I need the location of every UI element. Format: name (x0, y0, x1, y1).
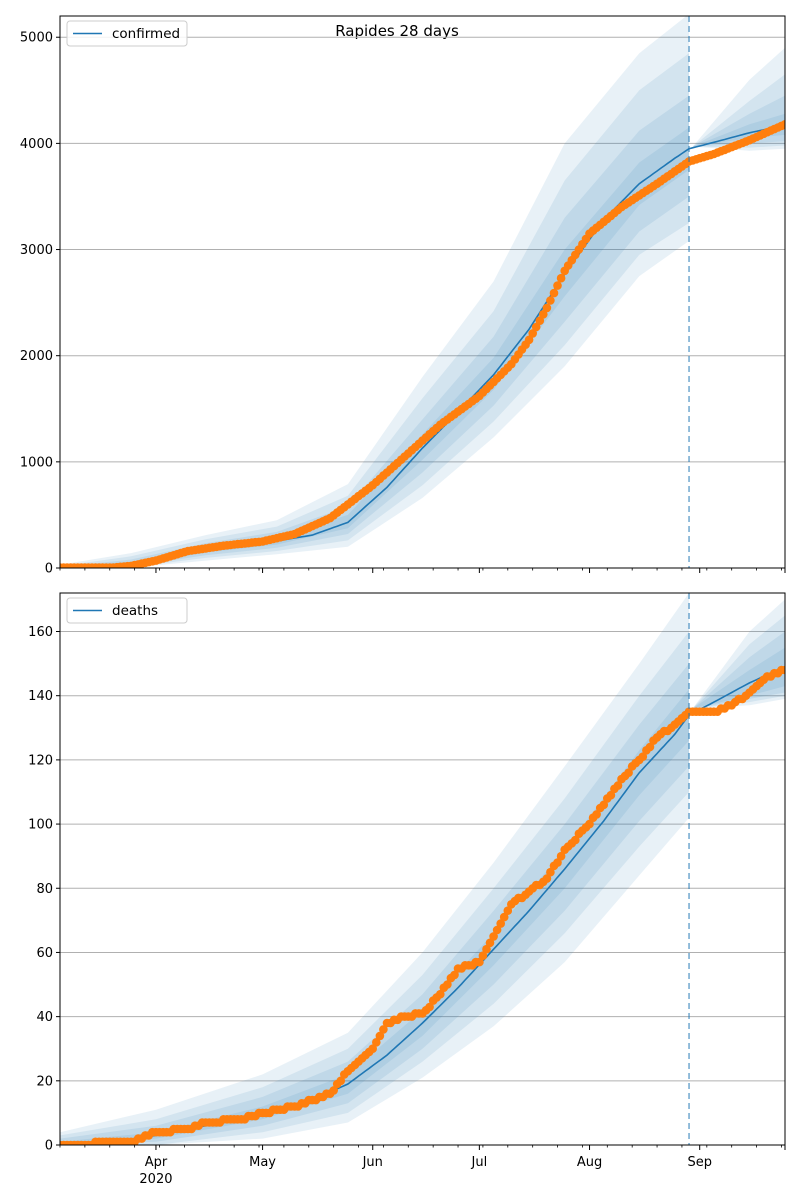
y-tick-label: 1000 (20, 455, 53, 470)
uncertainty-band-3 (60, 53, 689, 568)
observed-point (780, 120, 785, 129)
observed-point (556, 851, 566, 861)
confirmed-panel: 0 1000 2000 3000 4000 5000 confirmed (20, 15, 786, 577)
y-tick-label: 60 (36, 946, 53, 961)
legend: confirmed (66, 20, 188, 47)
observed-point (624, 768, 633, 777)
uncertainty-band-4 (692, 599, 785, 709)
y-tick-label: 140 (28, 689, 53, 704)
observed-point (475, 957, 484, 967)
uncertainty-band-4 (60, 593, 689, 1145)
observed-point (539, 310, 548, 319)
observed-point (436, 989, 445, 999)
observed-point (571, 835, 580, 845)
observed-point (336, 1076, 346, 1086)
observed-point (443, 980, 452, 989)
observed-point (482, 944, 491, 954)
observed-point (489, 932, 498, 941)
observed-point (503, 906, 513, 915)
observed-point (546, 867, 555, 877)
x-tick-label: May (249, 1155, 276, 1170)
y-tick-label: 160 (28, 625, 53, 640)
observed-point (599, 800, 609, 810)
observed-point (478, 951, 488, 960)
x-tick-label: Jun (362, 1155, 383, 1170)
legend-box (66, 597, 188, 624)
observed-point (780, 665, 785, 675)
x-tick-label: Jul (471, 1155, 488, 1170)
observed-point (492, 925, 502, 935)
y-tick-label: 0 (45, 1139, 53, 1154)
observed-point (375, 1031, 385, 1041)
uncertainty-band-4 (692, 47, 785, 151)
legend-box (66, 20, 188, 47)
uncertainty-band-3 (692, 74, 785, 148)
observed-point (549, 288, 559, 298)
observed-point (379, 1025, 388, 1034)
observed-points (60, 665, 785, 1145)
observed-point (524, 335, 534, 345)
figure-title: Rapides 28 days (335, 22, 459, 40)
y-tick-label: 80 (36, 882, 53, 897)
y-tick-label: 3000 (20, 243, 53, 258)
legend: deaths (66, 597, 188, 624)
y-tick-label: 5000 (20, 31, 53, 46)
x-tick-label: Apr (145, 1155, 168, 1170)
y-tick-label: 40 (36, 1010, 53, 1025)
observed-point (546, 296, 555, 305)
x-tick-sublabel: 2020 (139, 1172, 172, 1187)
y-tick-label: 20 (36, 1074, 53, 1089)
observed-point (372, 1038, 381, 1047)
legend-label: deaths (112, 603, 158, 619)
uncertainty-band-1 (692, 647, 785, 709)
observed-point (329, 1086, 339, 1095)
plot-area (60, 16, 785, 568)
uncertainty-band-4 (60, 16, 689, 568)
observed-point (425, 1002, 434, 1012)
observed-point (542, 303, 552, 313)
observed-point (485, 938, 495, 948)
uncertainty-band-1 (692, 113, 785, 147)
observed-point (638, 752, 648, 761)
observed-point (368, 1044, 378, 1053)
uncertainty-band-2 (692, 631, 785, 709)
axes-frame (59, 15, 786, 569)
observed-point (499, 912, 509, 922)
y-tick-label: 100 (28, 818, 53, 833)
observed-point (613, 781, 623, 790)
x-tick-label: Aug (577, 1155, 602, 1170)
observed-points (60, 120, 785, 568)
y-tick-label: 0 (45, 562, 53, 577)
observed-point (592, 810, 601, 819)
y-tick-label: 2000 (20, 349, 53, 364)
observed-point (450, 970, 459, 980)
y-tick-label: 4000 (20, 137, 53, 152)
legend-label: confirmed (112, 26, 180, 42)
observed-point (553, 858, 562, 867)
observed-point (531, 322, 541, 332)
observed-point (585, 819, 594, 829)
uncertainty-band-1 (60, 689, 689, 1145)
observed-point (645, 742, 655, 752)
deaths-panel: 0 20 40 60 80 100 120 140 160 Apr 2020 May Jun Jul Aug… (28, 592, 786, 1187)
observed-point (553, 281, 562, 290)
x-tick-label: Sep (687, 1155, 712, 1170)
observed-point (535, 316, 545, 326)
observed-point (496, 919, 506, 928)
observed-point (556, 273, 566, 283)
plot-area (60, 593, 785, 1145)
observed-point (542, 874, 552, 883)
observed-point (528, 329, 537, 338)
observed-point (606, 790, 616, 800)
y-tick-label: 120 (28, 753, 53, 768)
axes-frame (59, 592, 786, 1146)
